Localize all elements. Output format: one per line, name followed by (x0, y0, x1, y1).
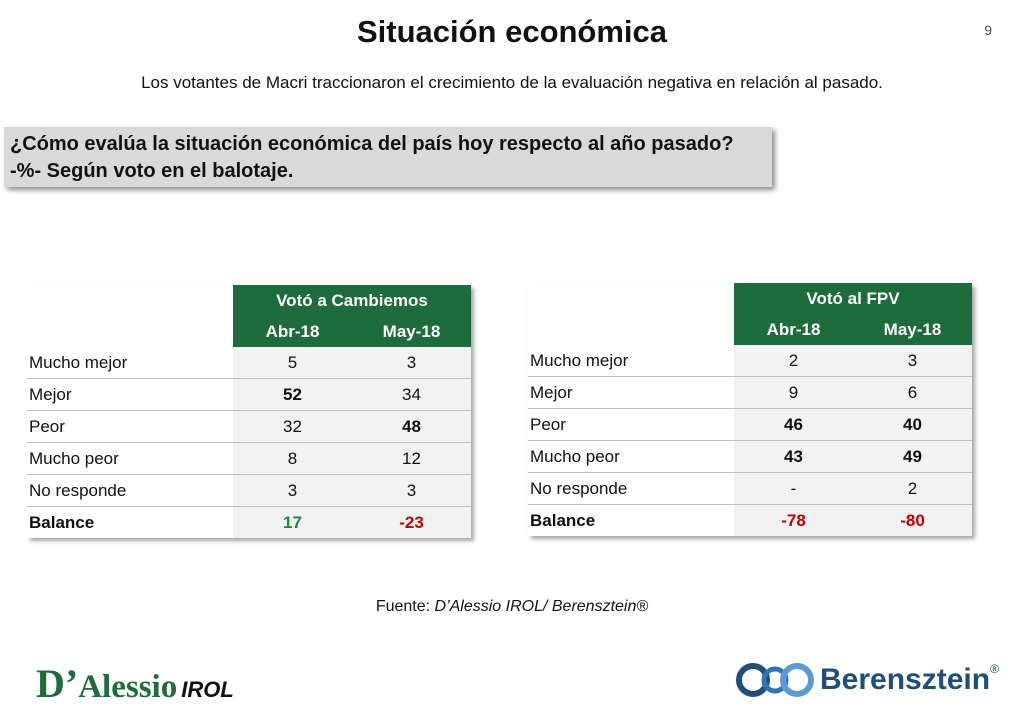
row-label: Mucho peor (27, 442, 233, 475)
cell-value: 52 (233, 378, 352, 411)
cell-value: 2 (734, 345, 853, 377)
cell-value: 32 (233, 410, 352, 443)
cell-value: 5 (233, 347, 352, 379)
cell-value: 2 (853, 472, 972, 505)
cell-value: 34 (352, 378, 471, 411)
table-corner (27, 285, 233, 316)
table-row-balance: Balance -78 -80 (528, 504, 972, 536)
table-row: Mucho mejor 2 3 (528, 345, 972, 377)
berensztein-logo: Berensztein® (736, 662, 999, 702)
cell-value: 46 (734, 408, 853, 441)
question-text: ¿Cómo evalúa la situación económica del … (10, 133, 734, 155)
table-row: Mejor 9 6 (528, 376, 972, 409)
source-prefix: Fuente: (375, 598, 435, 615)
table-row: No responde 3 3 (27, 474, 471, 507)
row-label: No responde (27, 474, 233, 507)
table-row: No responde - 2 (528, 472, 972, 505)
source-note: Fuente: D’Alessio IROL/ Berensztein® (0, 598, 1024, 616)
row-label: No responde (528, 472, 734, 505)
column-header: Abr-18 (734, 314, 853, 345)
cell-value: 48 (352, 410, 471, 443)
table-row: Mejor 52 34 (27, 378, 471, 411)
question-box: ¿Cómo evalúa la situación económica del … (4, 127, 772, 187)
cell-value: 3 (853, 345, 972, 377)
column-header: Abr-18 (233, 316, 352, 347)
cell-value: 9 (734, 376, 853, 409)
row-label: Mucho mejor (27, 347, 233, 379)
table-corner (27, 316, 233, 347)
table-row: Mucho peor 43 49 (528, 440, 972, 473)
row-label: Peor (528, 408, 734, 441)
logo-name: Alessio (78, 669, 178, 705)
row-label: Mucho peor (528, 440, 734, 473)
table-cambiemos: Votó a Cambiemos Abr-18 May-18 Mucho mej… (27, 285, 471, 538)
logo-initial: D’ (36, 661, 79, 706)
cell-value: 17 (233, 506, 352, 538)
column-header: May-18 (853, 314, 972, 345)
row-label: Mucho mejor (528, 345, 734, 377)
row-label: Balance (528, 504, 734, 536)
question-subtext: -%- Según voto en el balotaje. (10, 160, 294, 182)
table-fpv: Votó al FPV Abr-18 May-18 Mucho mejor 2 … (528, 283, 972, 536)
row-label: Mejor (27, 378, 233, 411)
row-label: Balance (27, 506, 233, 538)
cell-value: - (734, 472, 853, 505)
cell-value: 3 (352, 474, 471, 507)
table-row: Peor 46 40 (528, 408, 972, 441)
page-title: Situación económica (356, 14, 668, 49)
registered-mark: ® (990, 662, 999, 676)
cell-value: -80 (853, 504, 972, 536)
cell-value: 3 (233, 474, 352, 507)
table-row: Mucho peor 8 12 (27, 442, 471, 475)
logo-company-name: Berensztein (820, 663, 991, 696)
page-number: 9 (984, 22, 992, 38)
cell-value: -23 (352, 506, 471, 538)
table-group-header: Votó al FPV (734, 283, 972, 314)
berensztein-mark-icon (736, 663, 814, 697)
dalessio-logo: D’Alessio IROL (36, 660, 234, 706)
column-header: May-18 (352, 316, 471, 347)
cell-value: 49 (853, 440, 972, 473)
table-row: Peor 32 48 (27, 410, 471, 443)
source-text: D’Alessio IROL/ Berensztein® (434, 598, 649, 615)
row-label: Mejor (528, 376, 734, 409)
row-label: Peor (27, 410, 233, 443)
cell-value: 43 (734, 440, 853, 473)
table-corner (528, 283, 734, 314)
cell-value: -78 (734, 504, 853, 536)
logo-suffix: IROL (181, 677, 234, 702)
table-row: Mucho mejor 5 3 (27, 347, 471, 379)
cell-value: 3 (352, 347, 471, 379)
cell-value: 6 (853, 376, 972, 409)
cell-value: 8 (233, 442, 352, 475)
page-subtitle: Los votantes de Macri traccionaron el cr… (141, 73, 883, 92)
cell-value: 12 (352, 442, 471, 475)
table-row-balance: Balance 17 -23 (27, 506, 471, 538)
table-corner (528, 314, 734, 345)
cell-value: 40 (853, 408, 972, 441)
table-group-header: Votó a Cambiemos (233, 285, 471, 316)
